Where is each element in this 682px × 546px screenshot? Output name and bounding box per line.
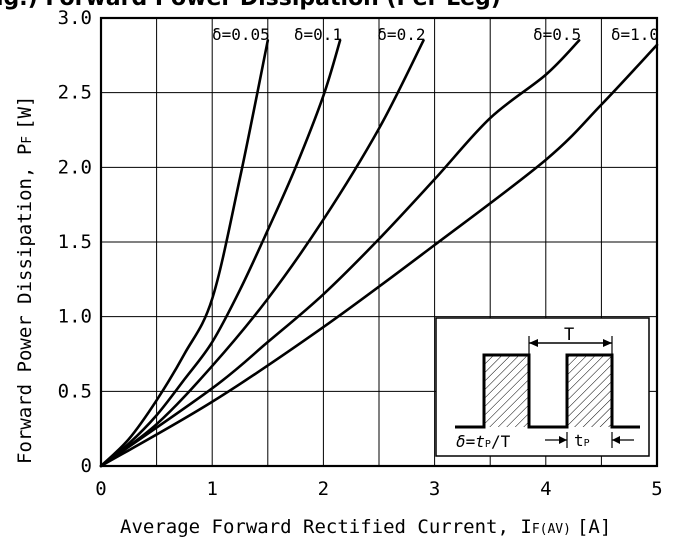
- pulse-width-main: t: [574, 431, 584, 450]
- series-curve-3: [99, 39, 581, 468]
- duty-formula-sub: P: [485, 439, 491, 450]
- duty-formula-tail: /T: [491, 432, 511, 451]
- x-tick-label: 0: [95, 478, 106, 500]
- pulse-1: [484, 355, 529, 427]
- y-tick-labels: 0 0.5 1.0 1.5 2.0 2.5 3.0: [58, 7, 92, 477]
- x-axis-label-unit: [A]: [577, 516, 611, 538]
- y-tick-label: 2.5: [58, 82, 92, 104]
- x-tick-label: 4: [540, 478, 551, 500]
- pulse-width-arrow-head-right: [612, 436, 620, 444]
- period-label: T: [564, 325, 574, 345]
- series-curve-2: [99, 39, 425, 468]
- plot-frame: [99, 16, 659, 468]
- x-tick-labels: 0 1 2 3 4 5: [95, 478, 662, 500]
- series-label-3: δ=0.5: [533, 25, 581, 44]
- series-label-1: δ=0.1: [294, 25, 342, 44]
- chart-title: ig.) Forward Power Dissipation (Per Leg): [0, 0, 501, 11]
- x-tick-label: 3: [429, 478, 440, 500]
- series-curve-4: [99, 43, 659, 468]
- series-label-0: δ=0.05: [212, 25, 270, 44]
- pulse-waveform: [455, 353, 640, 429]
- period-arrow-head-left: [529, 339, 538, 347]
- pulse-width-label: tP: [574, 431, 590, 450]
- y-tick-label: 1.5: [58, 231, 92, 253]
- series-curve-0: [99, 39, 270, 468]
- y-tick-label: 2.0: [58, 156, 92, 178]
- curve-layer: [99, 39, 659, 468]
- y-axis-label: Forward Power Dissipation, PF [W]: [14, 96, 36, 464]
- series-label-2: δ=0.2: [377, 25, 425, 44]
- x-tick-label: 1: [206, 478, 217, 500]
- duty-formula: δ=tP/T: [456, 432, 511, 451]
- y-tick-label: 1.0: [58, 306, 92, 328]
- pulse-width-arrow-head-left: [559, 436, 567, 444]
- y-tick-label: 3.0: [58, 7, 92, 29]
- x-axis-label-subscript: F(AV): [532, 522, 571, 537]
- x-tick-label: 2: [318, 478, 329, 500]
- x-tick-label: 5: [651, 478, 662, 500]
- y-tick-label: 0: [81, 455, 92, 477]
- series-curve-1: [99, 39, 342, 468]
- x-axis-label-text: Average Forward Rectified Current, I: [120, 516, 532, 538]
- y-axis-label-subscript: F: [20, 136, 35, 144]
- x-axis-label: Average Forward Rectified Current, IF(AV…: [120, 516, 611, 538]
- series-label-4: δ=1.0: [611, 25, 659, 44]
- period-arrow-head-right: [603, 339, 612, 347]
- duty-formula-main: δ=t: [456, 432, 485, 451]
- y-axis-label-unit: [W]: [14, 96, 36, 130]
- pulse-width-sub: P: [584, 438, 590, 449]
- pulse-2: [567, 355, 612, 427]
- y-axis-label-text: Forward Power Dissipation, P: [14, 144, 36, 464]
- duty-cycle-inset: T δ=tP/T tP: [435, 317, 650, 457]
- series-labels: δ=0.05 δ=0.1 δ=0.2 δ=0.5 δ=1.0: [212, 25, 659, 44]
- y-tick-label: 0.5: [58, 380, 92, 402]
